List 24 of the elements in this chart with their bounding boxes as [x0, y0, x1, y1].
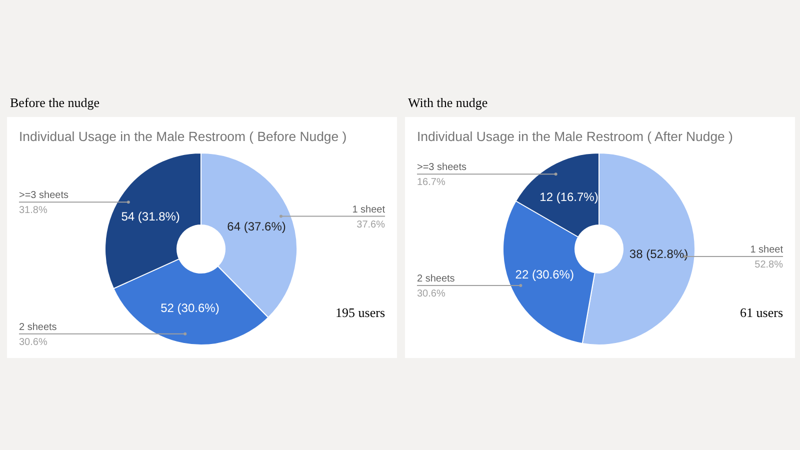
data-label: 22 (30.6%) [515, 267, 574, 282]
text: 16.7% [417, 177, 446, 188]
text: 52.8% [754, 260, 783, 271]
slice-label: >=3 sheets [417, 162, 466, 174]
data-label: 52 (30.6%) [160, 300, 220, 315]
text: 195 users [336, 305, 385, 321]
slice-label: 2 sheets [417, 274, 455, 285]
text: 61 users [740, 305, 783, 321]
chart-subtitle: Individual Usage in the Male Restroom ( Before Nudge ) [19, 129, 347, 144]
data-label: 64 (37.6%) [227, 219, 286, 234]
data-label: 54 (31.8%) [121, 209, 180, 224]
slice-label: 1 sheet [750, 244, 784, 256]
text: 30.6% [19, 336, 48, 348]
slice-label: 2 sheets [19, 322, 57, 333]
text: 31.8% [19, 205, 48, 216]
chart-title: With the nudge [408, 95, 488, 111]
data-label: 12 (16.7%) [540, 190, 598, 204]
slice-label: 1 sheet [352, 204, 386, 216]
chart-title: Before the nudge [10, 95, 100, 111]
text: 30.6% [417, 288, 446, 300]
slice-label: >=3 sheets [19, 190, 68, 202]
data-label: 38 (52.8%) [629, 247, 688, 262]
chart-subtitle: Individual Usage in the Male Restroom ( After Nudge ) [417, 129, 733, 144]
text: 37.6% [356, 219, 385, 230]
